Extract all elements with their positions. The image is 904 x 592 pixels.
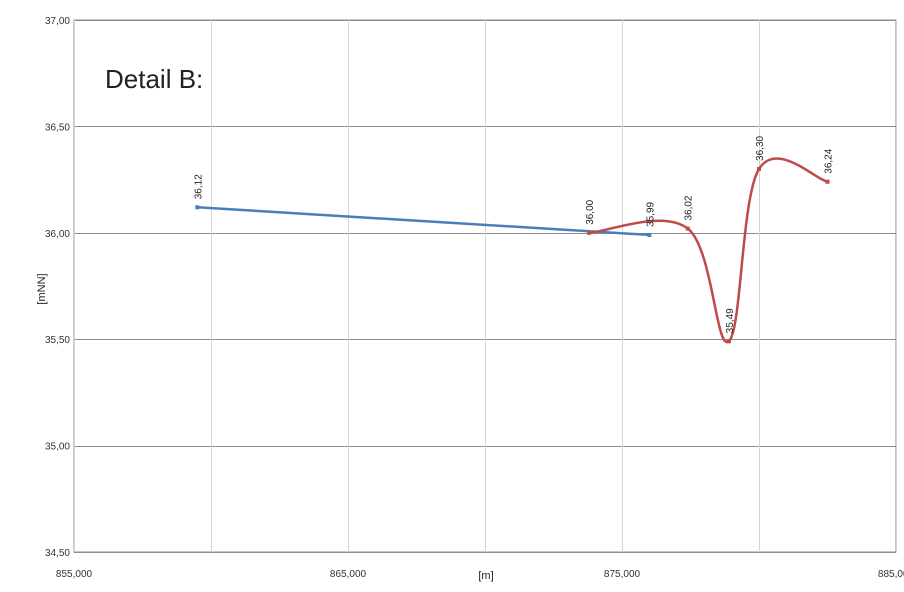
y-tick-label: 34,50 [45, 548, 70, 559]
data-label: 36,12 [193, 174, 204, 199]
y-tick-label: 35,50 [45, 335, 70, 346]
y-tick-label: 36,00 [45, 229, 70, 240]
grid-layer [73, 19, 897, 553]
series-1-marker [195, 205, 200, 210]
series-layer [195, 157, 830, 344]
y-tick-label: 36,50 [45, 122, 70, 133]
series-2-marker [757, 166, 761, 171]
y-tick-label: 37,00 [45, 16, 70, 27]
series-2-marker [726, 339, 731, 344]
series-2-marker [825, 179, 830, 184]
series-2-marker [685, 226, 690, 231]
y-tick-label: 35,00 [45, 442, 70, 453]
x-tick-label: 865,000 [330, 569, 367, 580]
x-tick-label: 875,000 [604, 569, 641, 580]
data-label: 36,30 [755, 135, 766, 160]
x-tick-label: 855,000 [56, 569, 93, 580]
label-layer: 36,12 35,99 36,00 36,02 35,49 36,30 36,24 [193, 135, 834, 333]
x-axis-label: [m] [478, 570, 493, 582]
data-label: 35,99 [645, 201, 656, 226]
series-2-marker [587, 230, 592, 235]
series-1-marker [647, 232, 652, 237]
data-label: 35,49 [725, 308, 736, 333]
x-tick-label: 885,000 [878, 569, 904, 580]
y-axis-label: [mNN] [36, 273, 48, 304]
data-label: 36,02 [684, 195, 695, 220]
chart-title: Detail B: [105, 64, 203, 94]
data-label: 36,24 [824, 148, 835, 173]
axis-layer: 34,50 35,00 35,50 36,00 36,50 37,00 855,000 865… [45, 16, 904, 580]
series-1-line [196, 206, 651, 237]
data-label: 36,00 [585, 199, 596, 224]
